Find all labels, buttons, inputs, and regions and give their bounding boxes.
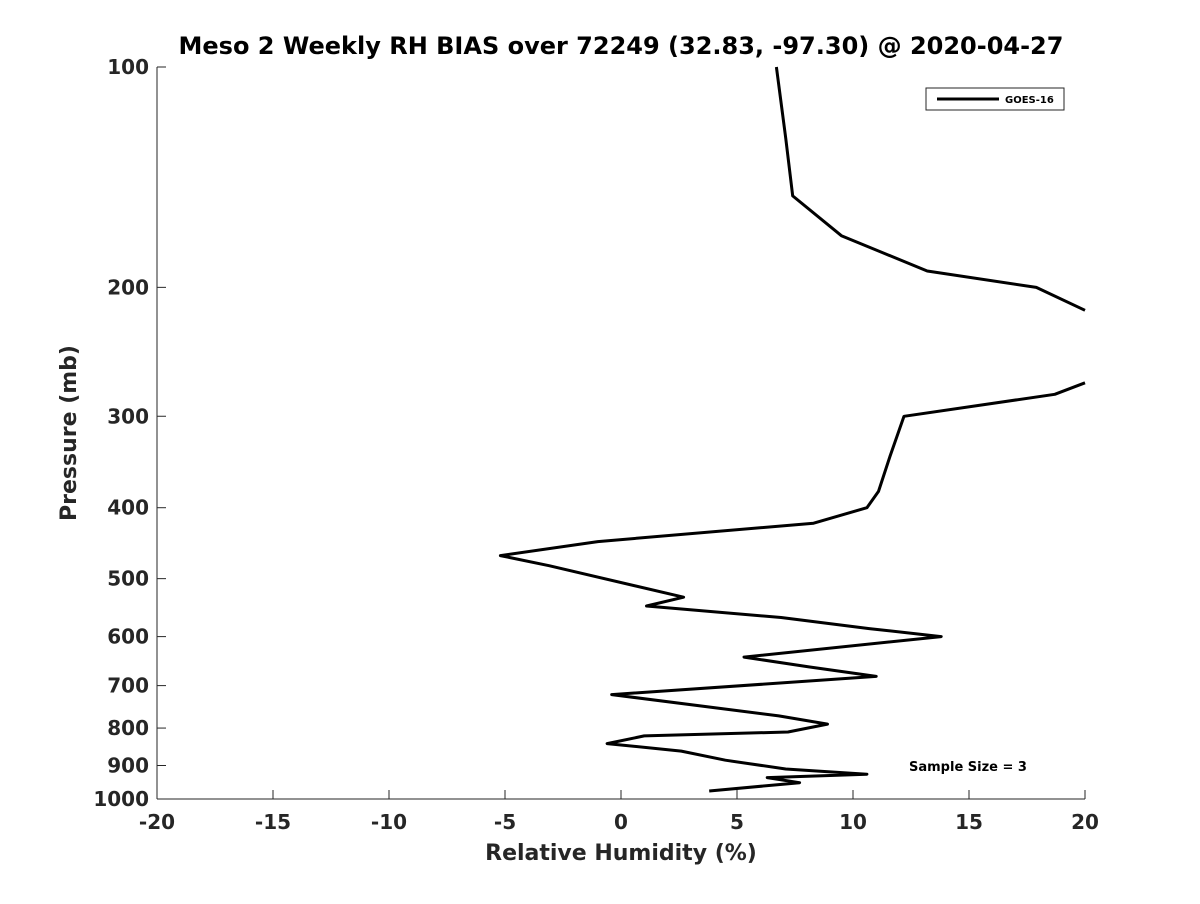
x-ticks: -20 -15 -10 -5 0 5 10 15 20: [139, 790, 1099, 834]
x-tick-label: 10: [839, 810, 867, 834]
x-tick-label: 5: [730, 810, 744, 834]
y-tick-label: 600: [107, 625, 149, 649]
x-tick-label: 15: [955, 810, 983, 834]
x-tick-label: -10: [371, 810, 407, 834]
y-tick-label: 200: [107, 275, 149, 299]
y-tick-label: 900: [107, 754, 149, 778]
y-axis-label: Pressure (mb): [57, 345, 82, 521]
legend-label-goes-16: GOES-16: [1005, 95, 1054, 106]
y-tick-label: 100: [107, 55, 149, 79]
y-tick-label: 1000: [93, 787, 149, 811]
x-tick-label: -20: [139, 810, 175, 834]
plot-lines: [498, 66, 1086, 793]
series-line-goes-16-segment-2: [498, 381, 1086, 793]
x-tick-label: -15: [255, 810, 291, 834]
x-tick-label: 20: [1071, 810, 1099, 834]
y-tick-label: 700: [107, 674, 149, 698]
legend: GOES-16: [925, 87, 1065, 111]
x-tick-label: 0: [614, 810, 628, 834]
y-ticks: 100 200 300 400 500 600 700 800 900 1000: [93, 55, 166, 811]
series-line-goes-16-segment-1: [774, 66, 1086, 312]
sample-size-annotation: Sample Size = 3: [909, 760, 1027, 775]
x-tick-label: -5: [494, 810, 516, 834]
y-tick-label: 800: [107, 716, 149, 740]
y-tick-label: 500: [107, 567, 149, 591]
chart-title: Meso 2 Weekly RH BIAS over 72249 (32.83,…: [179, 32, 1064, 60]
y-tick-label: 400: [107, 496, 149, 520]
x-axis-label: Relative Humidity (%): [485, 841, 757, 866]
y-tick-label: 300: [107, 404, 149, 428]
